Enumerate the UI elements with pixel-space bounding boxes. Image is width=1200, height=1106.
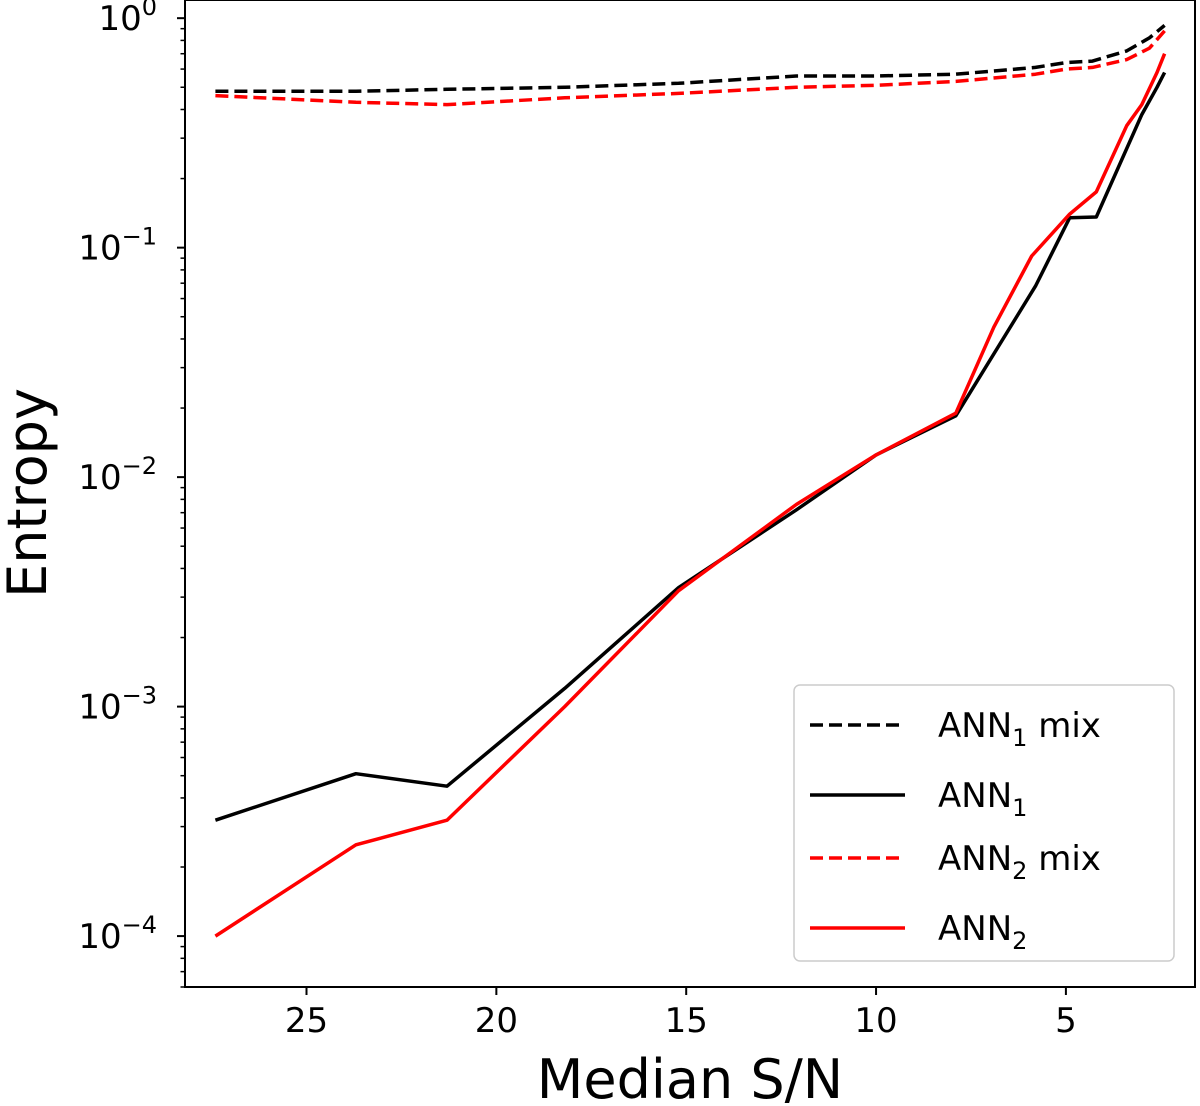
y-tick-label: 10−4	[78, 911, 157, 957]
x-tick-label: 20	[475, 1001, 518, 1041]
series-layer	[214, 24, 1167, 938]
y-tick-label: 10−1	[78, 223, 157, 269]
series-line-1	[215, 24, 1166, 94]
legend: ANN1 mix ANN1 ANN2 mix ANN2	[793, 684, 1175, 962]
y-tick-label: 100	[98, 0, 157, 39]
legend-frame	[793, 684, 1175, 962]
legend-label: ANN1	[938, 776, 1027, 822]
series-line-4	[214, 53, 1167, 938]
x-tick-label: 15	[665, 1001, 708, 1041]
x-ticks: 25 20 15 10 5	[285, 987, 1077, 1041]
x-tick-label: 25	[285, 1001, 328, 1041]
series-line-3	[215, 29, 1166, 107]
y-tick-label: 10−3	[78, 682, 157, 728]
x-axis-label: Median S/N	[537, 1048, 843, 1106]
x-tick-label: 5	[1055, 1001, 1077, 1041]
legend-label: ANN2 mix	[938, 839, 1101, 885]
y-ticks: 10−4 10−3 10−2 10−1 100	[78, 0, 185, 988]
legend-label: ANN1 mix	[938, 706, 1101, 752]
y-tick-label: 10−2	[78, 452, 157, 498]
legend-label: ANN2	[938, 909, 1027, 955]
x-tick-label: 10	[854, 1001, 897, 1041]
y-axis-label: Entropy	[0, 388, 59, 598]
